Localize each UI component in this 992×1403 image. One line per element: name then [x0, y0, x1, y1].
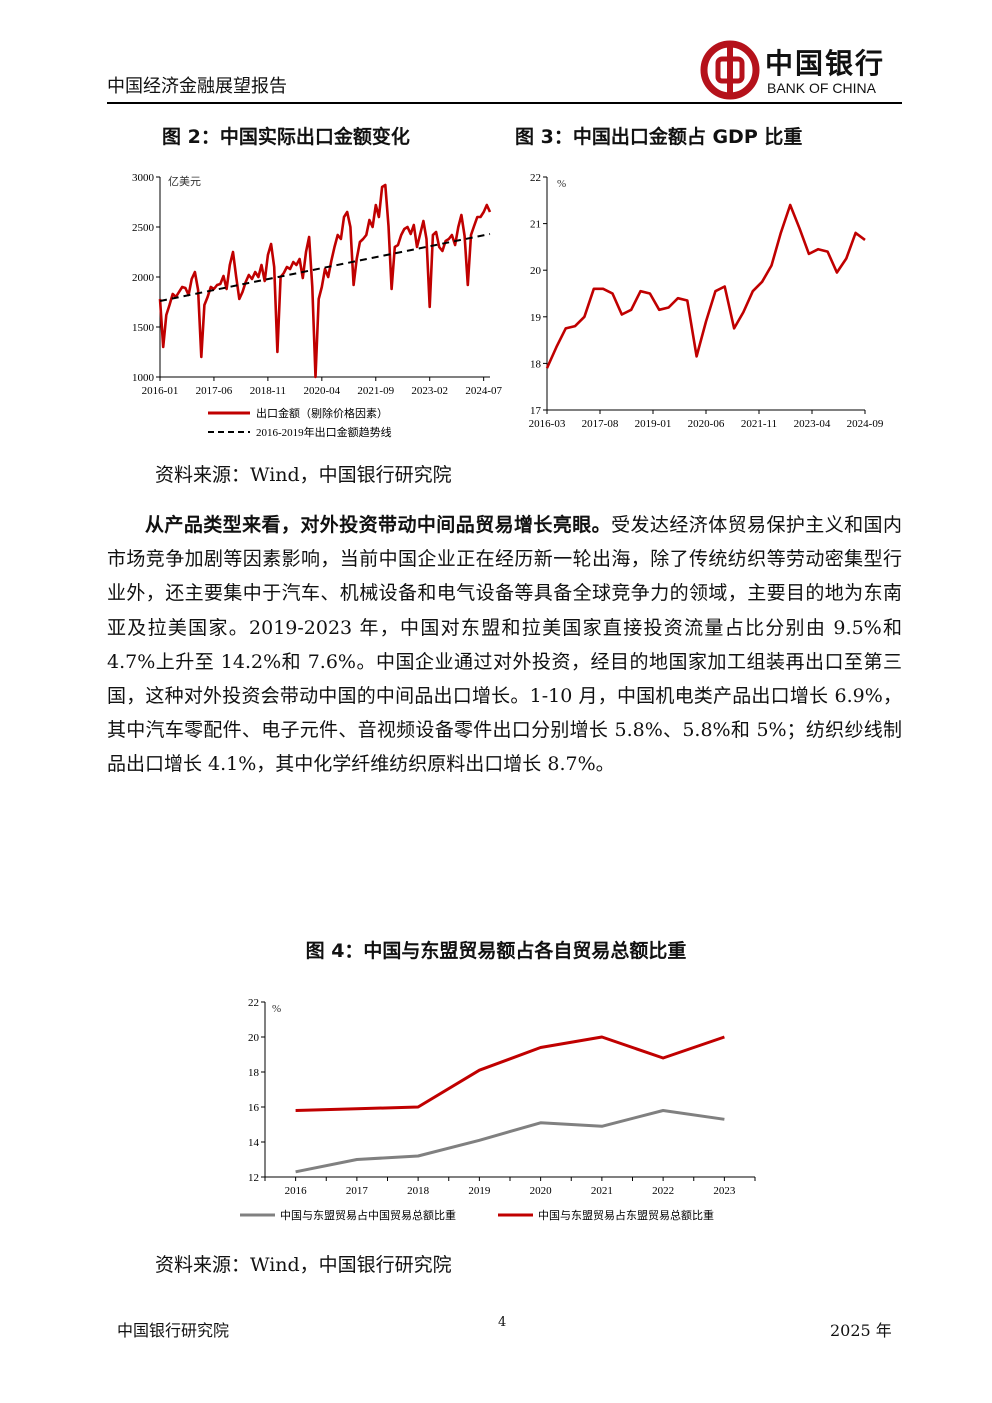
figure2-legend-label-2: 2016-2019年出口金额趋势线	[256, 425, 392, 439]
figure4-unit: %	[272, 1003, 281, 1015]
figure3-y-tick-label: 21	[530, 219, 541, 231]
figure2-chart: 1000 1500 2000 2500 3000 2016-01 2017-06 2018-1…	[132, 172, 502, 439]
figure3-y-tick-label: 20	[530, 265, 542, 277]
figure2-y-tick-label: 2000	[132, 272, 155, 284]
paragraph-text: 受发达经济体贸易保护主义和国内市场竞争加剧等因素影响，当前中国企业正在经历新一轮…	[107, 514, 902, 776]
figure4-x-tick-label: 2020	[530, 1185, 553, 1197]
figure4-y-tick-label: 20	[248, 1032, 260, 1044]
figure2-legend-label-1: 出口金额（剔除价格因素）	[256, 406, 388, 420]
figure2-unit: 亿美元	[168, 175, 201, 188]
figure4-x-tick-label: 2022	[652, 1185, 674, 1197]
source-note-1: 资料来源：Wind，中国银行研究院	[155, 464, 452, 486]
figure4-x-tick-label: 2021	[591, 1185, 613, 1197]
header-divider	[107, 102, 902, 104]
figure2-title: 图 2：中国实际出口金额变化	[162, 126, 410, 148]
footer-year: 2025 年	[830, 1321, 892, 1340]
figure3-y-tick-label: 17	[530, 405, 542, 417]
figure2-y-tick-label: 2500	[132, 222, 155, 234]
figure4-y-tick-label: 18	[248, 1067, 260, 1079]
report-title: 中国经济金融展望报告	[107, 76, 287, 97]
figure3-y-tick-label: 22	[530, 172, 541, 184]
body-paragraph: 从产品类型来看，对外投资带动中间品贸易增长亮眼。受发达经济体贸易保护主义和国内市…	[107, 508, 902, 782]
figure3-x-tick-label: 2021-11	[741, 418, 777, 430]
figure4-x-tick-label: 2016	[285, 1185, 308, 1197]
footer-institution: 中国银行研究院	[117, 1321, 230, 1340]
figure4-y-tick-label: 12	[248, 1172, 259, 1184]
paragraph-lead: 从产品类型来看，对外投资带动中间品贸易增长亮眼。	[145, 514, 612, 536]
figure4-x-tick-label: 2019	[468, 1185, 491, 1197]
logo-chinese-name: 中国银行	[765, 47, 886, 80]
figure3-chart: 17 18 19 20 21 22 2016-03 2017-08 2019-01 2020-06…	[529, 172, 884, 430]
logo-english-name: BANK OF CHINA	[767, 80, 876, 96]
figure4-x-tick-label: 2018	[407, 1185, 430, 1197]
figure2-x-tick-label: 2018-11	[250, 385, 286, 397]
figure3-x-tick-label: 2016-03	[529, 418, 566, 430]
figure2-x-tick-label: 2016-01	[142, 385, 179, 397]
figure4-y-tick-label: 14	[248, 1137, 260, 1149]
figure2-x-tick-label: 2017-06	[196, 385, 233, 397]
figure3-x-tick-label: 2020-06	[688, 418, 725, 430]
figure4-title: 图 4：中国与东盟贸易额占各自贸易总额比重	[305, 940, 687, 962]
figure2-y-tick-label: 1500	[132, 322, 155, 334]
figure2-x-tick-label: 2023-02	[411, 385, 448, 397]
figure3-y-tick-label: 18	[530, 358, 542, 370]
figure2-x-tick-label: 2021-09	[357, 385, 394, 397]
bank-of-china-logo-icon	[700, 40, 760, 100]
figure3-y-tick-label: 19	[530, 312, 542, 324]
figure4-y-tick-label: 16	[248, 1102, 260, 1114]
figure2-x-tick-label: 2024-07	[465, 385, 502, 397]
figure2-y-tick-label: 3000	[132, 172, 155, 184]
figure3-unit: %	[557, 178, 566, 190]
figure2-y-tick-label: 1000	[132, 372, 155, 384]
figure3-x-tick-label: 2019-01	[635, 418, 672, 430]
figure2-series-1-line	[158, 183, 492, 379]
source-note-2: 资料来源：Wind，中国银行研究院	[155, 1254, 452, 1276]
figure4-legend-label-1: 中国与东盟贸易占中国贸易总额比重	[280, 1208, 456, 1222]
figure4-x-tick-label: 2017	[346, 1185, 369, 1197]
footer-page-number: 4	[498, 1315, 507, 1330]
figure4-series-2-line	[295, 1035, 725, 1112]
figure3-x-tick-label: 2023-04	[794, 418, 831, 430]
figure3-title: 图 3：中国出口金额占 GDP 比重	[515, 126, 803, 148]
figure3-x-tick-label: 2017-08	[582, 418, 619, 430]
figure4-legend-label-2: 中国与东盟贸易占东盟贸易总额比重	[538, 1208, 714, 1222]
figure2-legend: 出口金额（剔除价格因素） 2016-2019年出口金额趋势线	[208, 406, 392, 439]
figure2-series-2-line	[159, 233, 491, 302]
figure2-x-tick-label: 2020-04	[303, 385, 340, 397]
figure3-x-tick-label: 2024-09	[847, 418, 884, 430]
figure4-x-tick-label: 2023	[713, 1185, 736, 1197]
figure4-y-tick-label: 22	[248, 997, 259, 1009]
figure3-series-line	[545, 203, 866, 369]
figure4-series-1-line	[295, 1109, 725, 1174]
figure4-legend: 中国与东盟贸易占中国贸易总额比重 中国与东盟贸易占东盟贸易总额比重	[240, 1208, 714, 1222]
